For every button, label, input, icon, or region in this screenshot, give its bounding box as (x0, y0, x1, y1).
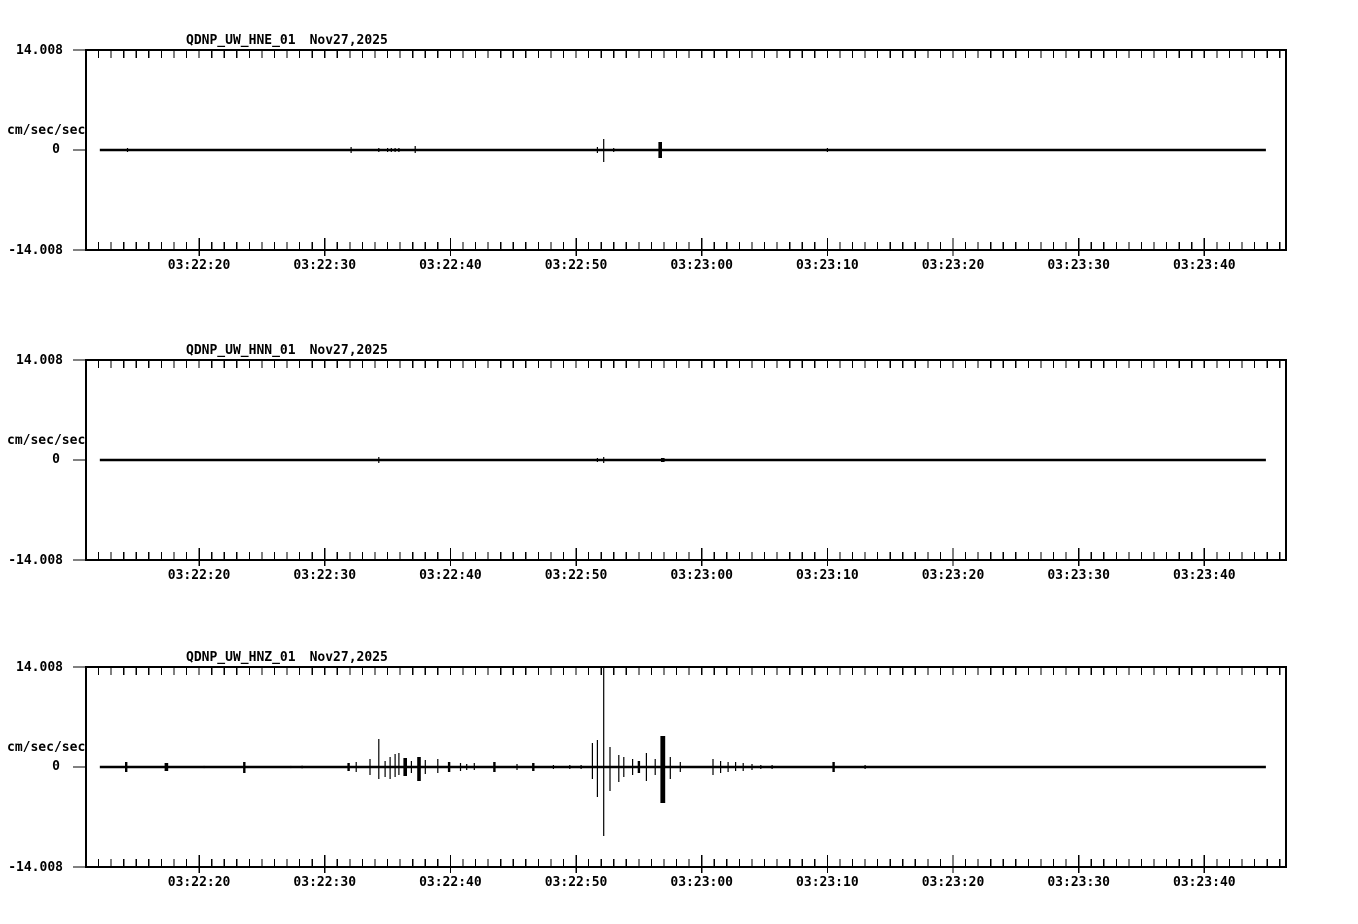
y-min-label: -14.008 (8, 860, 63, 875)
x-tick-label: 03:23:40 (1173, 258, 1236, 273)
y-max-label: 14.008 (16, 660, 63, 675)
date-label: Nov27,2025 (309, 343, 388, 358)
channel-id-label: QDNP_UW_HNZ_01 (186, 650, 296, 665)
y-units-label: cm/sec/sec (7, 123, 86, 138)
channel-id-label: QDNP_UW_HNN_01 (186, 343, 296, 358)
panel-title: QDNP_UW_HNN_01 Nov27,2025 (186, 343, 388, 358)
y-max-label: 14.008 (16, 353, 63, 368)
x-tick-label: 03:22:40 (419, 568, 482, 583)
waveform-plot-hne (73, 49, 1287, 256)
x-tick-label: 03:23:10 (796, 258, 859, 273)
y-min-label: -14.008 (8, 243, 63, 258)
x-tick-label: 03:23:40 (1173, 875, 1236, 890)
x-tick-label: 03:22:20 (167, 258, 231, 273)
waveform-plot-hnn (73, 359, 1287, 566)
panel-title: QDNP_UW_HNZ_01 Nov27,2025 (186, 650, 388, 665)
x-tick-label: 03:23:00 (670, 568, 734, 583)
x-tick-label: 03:22:50 (544, 875, 608, 890)
x-tick-label: 03:22:20 (167, 875, 231, 890)
y-zero-label: 0 (52, 452, 60, 467)
y-max-label: 14.008 (16, 43, 63, 58)
x-tick-label: 03:23:20 (921, 875, 985, 890)
channel-id-label: QDNP_UW_HNE_01 (186, 33, 296, 48)
x-tick-label: 03:22:30 (293, 258, 357, 273)
x-axis-labels: 03:22:20 03:22:30 03:22:40 03:22:50 03:23:00… (0, 875, 1358, 891)
x-tick-label: 03:22:40 (419, 875, 482, 890)
x-tick-label: 03:23:20 (921, 568, 985, 583)
waveform-plot-hnz (73, 666, 1287, 873)
x-tick-label: 03:23:10 (796, 568, 859, 583)
x-tick-label: 03:23:30 (1047, 875, 1110, 890)
y-min-label: -14.008 (8, 553, 63, 568)
x-tick-label: 03:23:00 (670, 258, 734, 273)
x-axis-labels: 03:22:20 03:22:30 03:22:40 03:22:50 03:23:00… (0, 258, 1358, 274)
x-tick-label: 03:22:20 (167, 568, 231, 583)
x-tick-label: 03:23:00 (670, 875, 734, 890)
x-tick-label: 03:23:40 (1173, 568, 1236, 583)
x-tick-label: 03:22:40 (419, 258, 482, 273)
y-zero-label: 0 (52, 142, 60, 157)
x-tick-label: 03:23:10 (796, 875, 859, 890)
x-tick-label: 03:23:30 (1047, 568, 1110, 583)
y-zero-label: 0 (52, 759, 60, 774)
x-tick-label: 03:22:50 (544, 258, 608, 273)
x-tick-label: 03:23:20 (921, 258, 985, 273)
seismogram-panel-hnz: QDNP_UW_HNZ_01 Nov27,2025 14.008 cm/sec/… (0, 650, 1358, 924)
panel-title: QDNP_UW_HNE_01 Nov27,2025 (186, 33, 388, 48)
seismogram-panel-hne: QDNP_UW_HNE_01 Nov27,2025 14.008 cm/sec/… (0, 33, 1358, 323)
x-tick-label: 03:22:30 (293, 875, 357, 890)
y-units-label: cm/sec/sec (7, 740, 86, 755)
date-label: Nov27,2025 (309, 650, 388, 665)
x-axis-labels: 03:22:20 03:22:30 03:22:40 03:22:50 03:23:00… (0, 568, 1358, 584)
x-tick-label: 03:22:30 (293, 568, 357, 583)
seismogram-panel-hnn: QDNP_UW_HNN_01 Nov27,2025 14.008 cm/sec/… (0, 343, 1358, 633)
y-units-label: cm/sec/sec (7, 433, 86, 448)
x-tick-label: 03:22:50 (544, 568, 608, 583)
x-tick-label: 03:23:30 (1047, 258, 1110, 273)
date-label: Nov27,2025 (309, 33, 388, 48)
